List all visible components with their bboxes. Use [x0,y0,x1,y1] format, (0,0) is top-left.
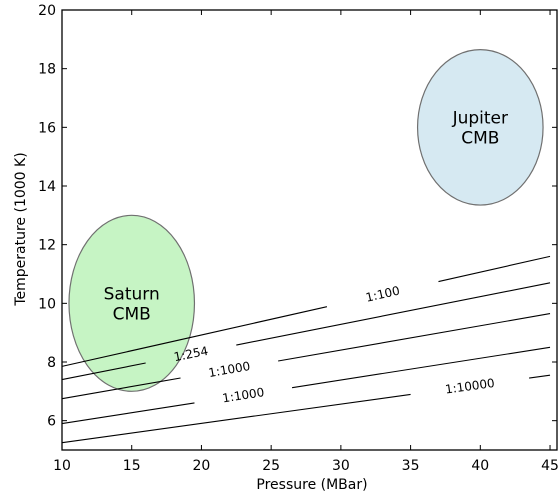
contour-line-1-a [61,362,146,381]
region-label-1-0: Jupiter [452,108,508,128]
y-tick-label-6: 18 [38,62,56,78]
x-axis-title: Pressure (MBar) [256,477,367,493]
region-label-0-0: Saturn [104,284,160,304]
contour-label-1: 1:254 [173,344,210,364]
x-tick-label-7: 45 [541,458,558,474]
y-tick-label-3: 12 [38,238,56,254]
plot-frame [61,9,558,451]
contour-line-0-a [61,306,328,367]
y-tick-label-7: 20 [38,3,56,19]
contour-line-3-b [291,346,551,389]
contour-label-4: 1:10000 [444,376,495,397]
y-tick-label-4: 14 [38,179,56,195]
region-ellipse-0 [68,214,196,392]
contour-label-2: 1:1000 [207,359,251,380]
x-tick-label-2: 20 [193,458,211,474]
x-tick-label-3: 25 [262,458,280,474]
contour-line-0-b [438,255,551,283]
region-ellipse-1 [416,49,544,206]
x-tick-label-4: 30 [332,458,350,474]
y-tick-label-1: 8 [47,355,56,371]
x-tick-label-0: 10 [53,458,71,474]
contour-line-4-b [529,374,551,379]
contour-line-2-b [278,313,551,362]
contour-line-2-a [61,377,181,400]
y-tick-label-2: 10 [38,296,56,312]
y-tick-label-0: 6 [47,414,56,430]
contour-line-3-a [61,402,195,425]
y-tick-label-5: 16 [38,120,56,136]
y-axis-title: Temperature (1000 K) [13,152,29,306]
axes-layer: 10 15 20 25 30 35 40 45 6 8 10 12 14 16 18 20 [38,3,558,474]
x-tick-label-1: 15 [123,458,141,474]
contour-label-0: 1:100 [364,283,401,304]
x-tick-label-6: 40 [471,458,489,474]
region-label-1-1: CMB [461,128,499,148]
contour-line-1-b [236,282,551,346]
region-label-0-1: CMB [113,304,151,324]
contour-label-3: 1:1000 [221,385,265,405]
contour-line-4-a [61,393,411,444]
x-tick-label-5: 35 [402,458,420,474]
